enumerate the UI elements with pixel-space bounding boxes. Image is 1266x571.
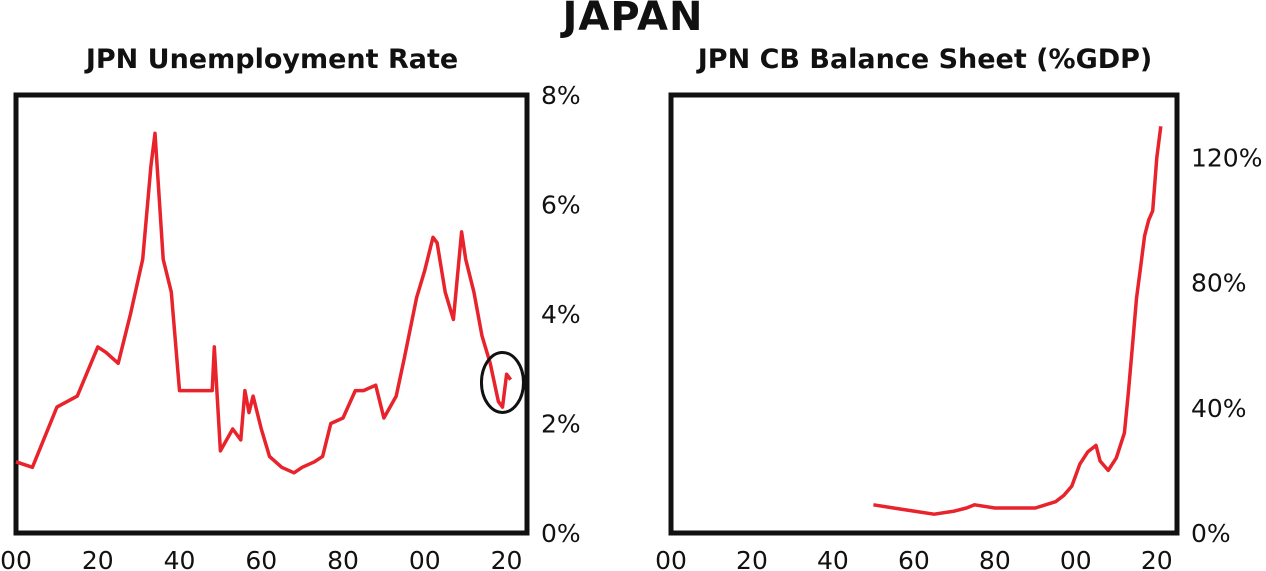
x-tick-label: 00 — [1060, 546, 1092, 571]
chart-title-balance-sheet: JPN CB Balance Sheet (%GDP) — [697, 44, 1153, 75]
y-tick-label: 0% — [1191, 519, 1231, 548]
x-tick-label: 80 — [979, 546, 1011, 571]
x-tick-label: 00 — [655, 546, 687, 571]
x-tick-label: 20 — [1141, 546, 1173, 571]
y-tick-label: 0% — [541, 519, 581, 548]
x-tick-label: 00 — [409, 546, 441, 571]
x-tick-label: 60 — [245, 546, 277, 571]
series-line-balance-sheet — [873, 126, 1163, 516]
x-tick-label: 20 — [736, 546, 768, 571]
series-line-unemployment — [15, 131, 513, 475]
y-tick-label: 6% — [541, 191, 581, 220]
y-tick-label: 4% — [541, 300, 581, 329]
x-tick-label: 40 — [817, 546, 849, 571]
x-tick-label: 20 — [491, 546, 523, 571]
page-title: JAPAN — [562, 0, 704, 40]
y-tick-label: 8% — [541, 81, 581, 110]
y-tick-label: 120% — [1191, 144, 1262, 173]
x-tick-label: 80 — [327, 546, 359, 571]
y-tick-label: 40% — [1191, 394, 1247, 423]
x-tick-label: 20 — [82, 546, 114, 571]
plot-frame-unemployment — [13, 92, 530, 536]
x-tick-label: 00 — [0, 546, 32, 571]
plot-frame-balance-sheet — [668, 92, 1180, 536]
y-tick-label: 2% — [541, 410, 581, 439]
annotation-circle — [479, 350, 525, 414]
x-tick-label: 40 — [164, 546, 196, 571]
chart-title-unemployment: JPN Unemployment Rate — [85, 44, 459, 75]
y-tick-label: 80% — [1191, 269, 1247, 298]
x-tick-label: 60 — [898, 546, 930, 571]
